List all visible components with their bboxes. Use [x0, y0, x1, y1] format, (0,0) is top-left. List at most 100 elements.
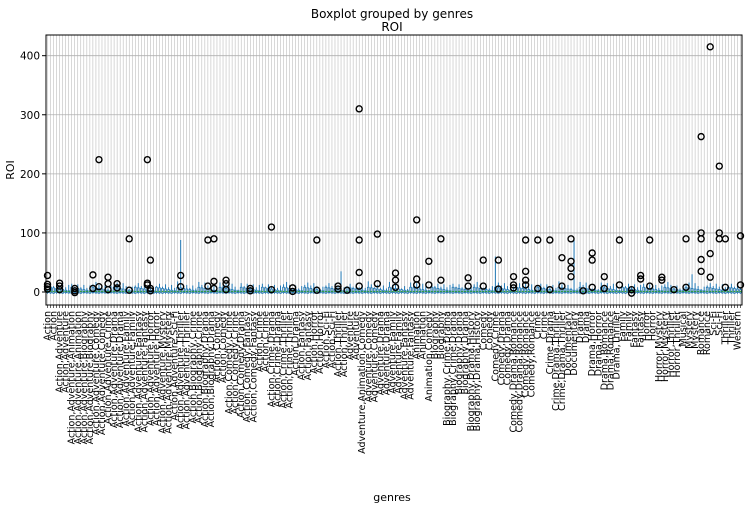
x-tick-label: Sci-Fi [708, 311, 719, 336]
box [736, 288, 739, 293]
flier-point [313, 286, 321, 294]
flier-point [125, 286, 133, 294]
box [406, 290, 409, 294]
flier-point [55, 285, 64, 294]
flier-point [706, 273, 714, 281]
flier-point [104, 285, 112, 294]
box [309, 288, 313, 293]
box [239, 286, 243, 294]
box [97, 288, 101, 294]
x-tick-label: Romance [696, 311, 707, 355]
flier-point [615, 281, 624, 289]
box [366, 286, 370, 294]
y-tick-label: 400 [20, 51, 40, 63]
flier-point [715, 162, 724, 170]
x-tick-label: Horror,Mystery [654, 311, 665, 382]
box [663, 286, 667, 293]
flier-point [697, 267, 705, 276]
x-tick-label: Action,Adventure [61, 311, 72, 393]
x-tick-label: Biography [430, 311, 441, 360]
flier-point [588, 256, 596, 264]
flier-point [355, 282, 363, 290]
x-tick-label: Comedy,Drama [502, 311, 513, 385]
x-tick-label: Adventure,Drama [375, 311, 386, 395]
x-tick-label: Adventure,Animation,Comedy [357, 311, 368, 454]
x-tick-label: Horror,Thriller [666, 311, 677, 378]
figure-suptitle: Boxplot grouped by genres [311, 7, 473, 21]
box [660, 290, 664, 294]
flier-point [479, 256, 487, 264]
y-axis-ticks: 0 100 200 300 400 [20, 51, 46, 299]
flier-point [646, 282, 654, 290]
x-tick-label: Action,Adventure,Drama [109, 311, 120, 428]
box [100, 288, 104, 293]
flier-point [646, 236, 654, 244]
x-tick-label: Biography,Crime,Drama [448, 311, 459, 426]
y-tick-label: 0 [33, 287, 40, 299]
box [730, 287, 733, 294]
x-tick-label: Comedy [478, 311, 489, 351]
x-tick-label: Musical [678, 311, 689, 347]
box [409, 286, 412, 293]
flier-point [627, 285, 636, 294]
flier-point [588, 249, 596, 257]
x-tick-label: Adventure,Family [387, 311, 398, 394]
x-tick-label: Action [49, 311, 60, 341]
flier-point [636, 271, 645, 280]
flier-point [721, 235, 730, 243]
flier-point [721, 283, 730, 291]
x-tick-label: Action,Adventure,Crime [103, 311, 114, 424]
axes-title: ROI [381, 20, 402, 34]
x-tick-label: Action,Adventure,Animation [67, 311, 78, 444]
flier-point [412, 216, 421, 224]
x-tick-label: Comedy,Drama,Romance [509, 311, 520, 433]
box [521, 288, 524, 294]
flier-point [267, 285, 276, 294]
box [203, 288, 207, 294]
flier-point [412, 281, 421, 289]
flier-point [546, 236, 554, 244]
flier-point [579, 287, 587, 295]
x-tick-label: Action,Adventure,Family [121, 311, 132, 427]
flier-point [210, 284, 218, 293]
x-tick-label: Action,Adventure,Family [127, 311, 138, 427]
x-tick-label: Action,Biography,Crime [188, 311, 199, 424]
flier-point [391, 283, 400, 291]
flier-point [71, 288, 79, 297]
flier-point [521, 281, 530, 289]
box [373, 288, 376, 293]
flier-point [509, 281, 518, 289]
x-tick-label: Horror [648, 311, 659, 341]
box [478, 288, 482, 294]
flier-point [43, 271, 52, 280]
box [578, 286, 582, 294]
x-tick-label: Thriller [726, 311, 737, 345]
flier-point [534, 284, 542, 293]
flier-point [146, 256, 155, 264]
x-tick-label: Action,Adventure,Mystery [158, 311, 169, 434]
box [666, 287, 670, 294]
x-tick-label: Drama [575, 311, 586, 343]
flier-point [567, 264, 575, 273]
x-tick-label: Action,Adventure [55, 311, 66, 393]
box [285, 287, 288, 294]
x-tick-label: Horror,Thriller [672, 311, 683, 378]
flier-point [494, 285, 503, 293]
box [155, 286, 158, 293]
x-tick-label: Biography,Drama [454, 311, 465, 395]
box [330, 288, 334, 294]
flier-point [464, 282, 472, 290]
flier-point [71, 284, 79, 293]
box [536, 286, 540, 293]
flier-point [615, 236, 624, 244]
x-tick-label: Action,Comedy,Fantasy [248, 311, 259, 423]
x-tick-label: Action,Biography,Drama [200, 311, 211, 427]
box [475, 287, 479, 294]
x-tick-label: Action,Adventure,Fantasy [133, 311, 144, 433]
x-tick-label: Horror,Mystery [660, 311, 671, 382]
x-tick-label: Adventure [345, 311, 356, 360]
flier-point [210, 235, 218, 243]
flier-point [558, 282, 566, 290]
x-tick-label: Action,Adventure,Sci-Fi [170, 311, 181, 421]
flier-point [546, 285, 554, 294]
